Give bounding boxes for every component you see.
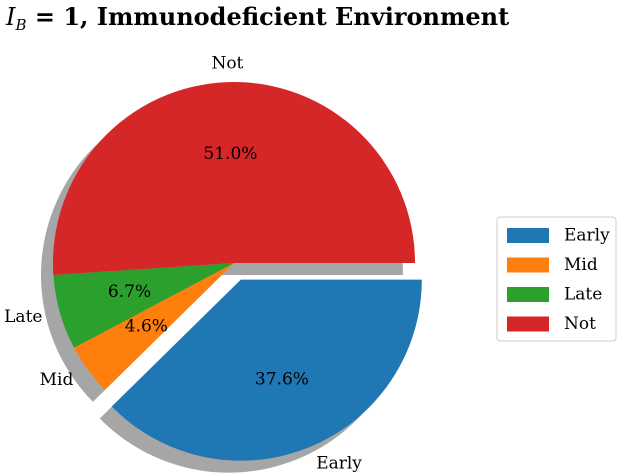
pie-slice-not xyxy=(53,82,416,275)
legend-label-late: Late xyxy=(564,285,602,305)
slice-label-mid: Mid xyxy=(40,370,74,390)
slice-label-late: Late xyxy=(4,307,42,327)
slice-pct-early: 37.6% xyxy=(255,370,309,390)
slice-pct-mid: 4.6% xyxy=(125,317,168,337)
pie-slice-early xyxy=(111,279,422,461)
chart-title: IB = 1, Immunodeficient Environment xyxy=(6,2,509,34)
slice-pct-not: 51.0% xyxy=(203,144,257,164)
title-subscript: B xyxy=(15,16,27,34)
legend-swatch-mid xyxy=(507,257,549,273)
legend-swatch-not xyxy=(507,316,549,332)
slice-layer xyxy=(53,82,422,461)
legend-swatch-early xyxy=(507,228,549,243)
title-symbol: I xyxy=(6,3,16,31)
slice-label-early: Early xyxy=(316,453,362,473)
legend-swatch-late xyxy=(507,287,549,302)
legend-label-not: Not xyxy=(564,314,596,334)
label-layer: Early 37.6% Mid 4.6% Late 6.7% Not 51.0% xyxy=(4,54,362,474)
pie-slice-mid xyxy=(74,263,235,390)
slice-pct-late: 6.7% xyxy=(108,282,151,302)
legend-frame xyxy=(496,216,617,342)
legend-label-early: Early xyxy=(564,226,610,246)
legend-label-mid: Mid xyxy=(564,255,598,275)
pie-slice-late xyxy=(53,263,234,348)
title-text: = 1, Immunodeficient Environment xyxy=(26,2,510,31)
legend: Early Mid Late Not xyxy=(496,216,617,342)
slice-label-not: Not xyxy=(211,54,243,74)
